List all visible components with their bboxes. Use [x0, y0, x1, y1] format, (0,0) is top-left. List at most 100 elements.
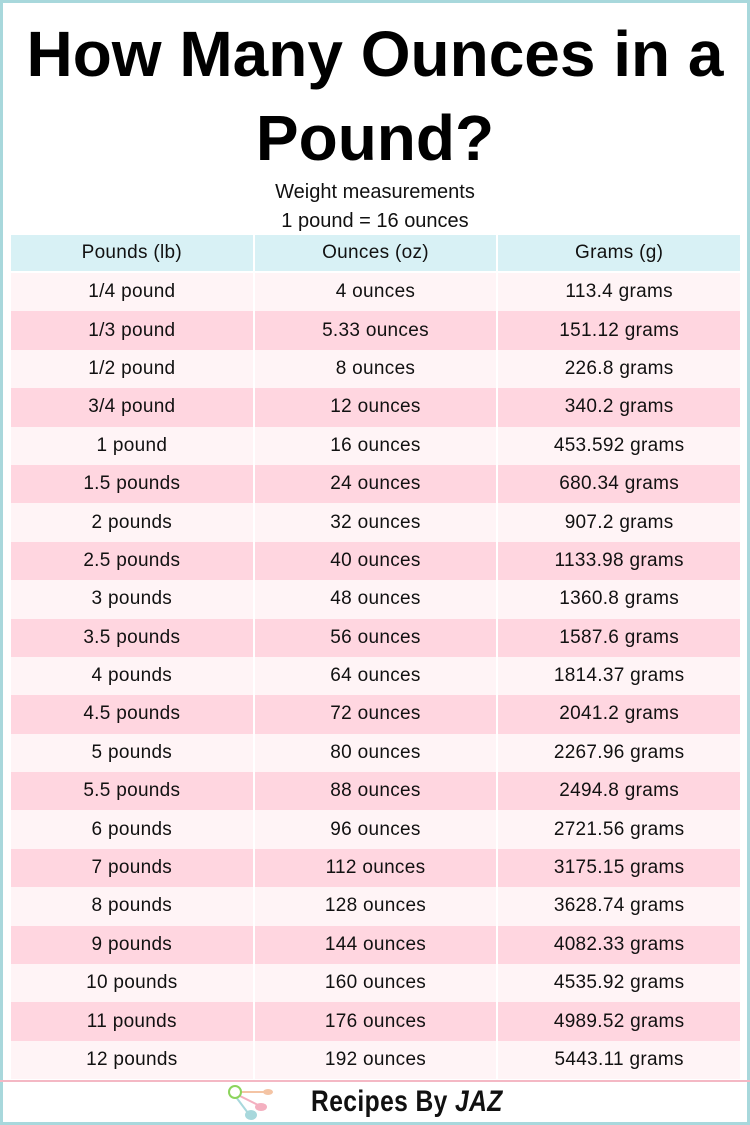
- cell-ounces: 32 ounces: [252, 503, 499, 542]
- table-row: 3 pounds 48 ounces 1360.8 grams: [9, 580, 742, 619]
- cell-grams: 1814.37 grams: [496, 656, 742, 696]
- cell-pounds: 4.5 pounds: [9, 695, 255, 734]
- cell-ounces: 4 ounces: [252, 272, 499, 312]
- cell-ounces: 80 ounces: [252, 733, 499, 773]
- cell-ounces: 12 ounces: [252, 388, 499, 427]
- cell-grams: 453.592 grams: [496, 426, 742, 465]
- table-row: 2.5 pounds 40 ounces 1133.98 grams: [9, 541, 742, 581]
- cell-pounds: 6 pounds: [9, 810, 255, 849]
- conversion-table: Pounds (lb) Ounces (oz) Grams (g) 1/4 po…: [9, 235, 742, 1080]
- cell-pounds: 12 pounds: [9, 1040, 255, 1080]
- cell-pounds: 3.5 pounds: [9, 618, 255, 657]
- cell-grams: 2721.56 grams: [496, 810, 742, 849]
- table-row: 3.5 pounds 56 ounces 1587.6 grams: [9, 618, 742, 657]
- cell-ounces: 88 ounces: [252, 772, 499, 811]
- cell-grams: 3175.15 grams: [496, 848, 742, 888]
- cell-ounces: 56 ounces: [252, 618, 499, 657]
- table-row: 12 pounds 192 ounces 5443.11 grams: [9, 1040, 742, 1080]
- cell-pounds: 1/3 pound: [9, 311, 255, 350]
- table-row: 7 pounds 112 ounces 3175.15 grams: [9, 848, 742, 888]
- brand-logo-text: Recipes By JAZ: [311, 1085, 503, 1119]
- table-row: 8 pounds 128 ounces 3628.74 grams: [9, 887, 742, 926]
- cell-pounds: 2 pounds: [9, 503, 255, 542]
- cell-pounds: 1.5 pounds: [9, 464, 255, 504]
- cell-pounds: 1/4 pound: [9, 272, 255, 312]
- cell-grams: 226.8 grams: [496, 349, 742, 389]
- cell-ounces: 48 ounces: [252, 580, 499, 619]
- cell-grams: 1360.8 grams: [496, 580, 742, 619]
- cell-ounces: 72 ounces: [252, 695, 499, 734]
- cell-grams: 680.34 grams: [496, 464, 742, 504]
- cell-ounces: 160 ounces: [252, 964, 499, 1003]
- table-row: 1/3 pound 5.33 ounces 151.12 grams: [9, 311, 742, 350]
- table-header-row: Pounds (lb) Ounces (oz) Grams (g): [9, 235, 742, 273]
- cell-ounces: 192 ounces: [252, 1040, 499, 1080]
- cell-grams: 4535.92 grams: [496, 964, 742, 1003]
- cell-pounds: 3/4 pound: [9, 388, 255, 427]
- table-row: 4 pounds 64 ounces 1814.37 grams: [9, 656, 742, 696]
- subtitle: Weight measurements 1 pound = 16 ounces: [0, 178, 750, 236]
- cell-pounds: 2.5 pounds: [9, 541, 255, 581]
- cell-ounces: 128 ounces: [252, 887, 499, 926]
- cell-ounces: 40 ounces: [252, 541, 499, 581]
- cell-grams: 151.12 grams: [496, 311, 742, 350]
- cell-ounces: 96 ounces: [252, 810, 499, 849]
- table-row: 6 pounds 96 ounces 2721.56 grams: [9, 810, 742, 849]
- cell-grams: 3628.74 grams: [496, 887, 742, 926]
- cell-ounces: 8 ounces: [252, 349, 499, 389]
- cell-pounds: 9 pounds: [9, 925, 255, 965]
- cell-pounds: 3 pounds: [9, 580, 255, 619]
- cell-pounds: 5.5 pounds: [9, 772, 255, 811]
- table-row: 5 pounds 80 ounces 2267.96 grams: [9, 733, 742, 773]
- cell-ounces: 176 ounces: [252, 1002, 499, 1041]
- table-row: 1/4 pound 4 ounces 113.4 grams: [9, 272, 742, 312]
- header-pounds: Pounds (lb): [9, 235, 255, 273]
- cell-grams: 1587.6 grams: [496, 618, 742, 657]
- page-title: How Many Ounces in a Pound?: [0, 12, 750, 180]
- table-row: 2 pounds 32 ounces 907.2 grams: [9, 503, 742, 542]
- header-grams: Grams (g): [496, 235, 742, 273]
- cell-ounces: 24 ounces: [252, 464, 499, 504]
- table-row: 4.5 pounds 72 ounces 2041.2 grams: [9, 695, 742, 734]
- footer: Recipes By JAZ: [0, 1080, 750, 1122]
- cell-grams: 113.4 grams: [496, 272, 742, 312]
- cell-ounces: 5.33 ounces: [252, 311, 499, 350]
- brand-main: Recipes By: [311, 1085, 456, 1118]
- brand-accent: JAZ: [455, 1085, 503, 1118]
- cell-pounds: 11 pounds: [9, 1002, 255, 1041]
- subtitle-line-2: 1 pound = 16 ounces: [281, 210, 469, 232]
- table-row: 5.5 pounds 88 ounces 2494.8 grams: [9, 772, 742, 811]
- cell-pounds: 8 pounds: [9, 887, 255, 926]
- table-row: 11 pounds 176 ounces 4989.52 grams: [9, 1002, 742, 1041]
- table-row: 9 pounds 144 ounces 4082.33 grams: [9, 925, 742, 965]
- title-line-1: How Many Ounces in a: [26, 18, 724, 90]
- header-ounces: Ounces (oz): [252, 235, 499, 273]
- cell-ounces: 64 ounces: [252, 656, 499, 696]
- cell-pounds: 1/2 pound: [9, 349, 255, 389]
- cell-grams: 1133.98 grams: [496, 541, 742, 581]
- table-row: 1/2 pound 8 ounces 226.8 grams: [9, 349, 742, 389]
- measuring-spoons-icon: [228, 1085, 274, 1120]
- cell-grams: 5443.11 grams: [496, 1040, 742, 1080]
- cell-grams: 2267.96 grams: [496, 733, 742, 773]
- cell-grams: 907.2 grams: [496, 503, 742, 542]
- cell-grams: 4989.52 grams: [496, 1002, 742, 1041]
- cell-ounces: 112 ounces: [252, 848, 499, 888]
- cell-ounces: 144 ounces: [252, 925, 499, 965]
- subtitle-line-1: Weight measurements: [275, 181, 475, 203]
- cell-ounces: 16 ounces: [252, 426, 499, 465]
- cell-pounds: 10 pounds: [9, 964, 255, 1003]
- cell-grams: 4082.33 grams: [496, 925, 742, 965]
- cell-pounds: 4 pounds: [9, 656, 255, 696]
- cell-pounds: 7 pounds: [9, 848, 255, 888]
- cell-pounds: 1 pound: [9, 426, 255, 465]
- table-row: 10 pounds 160 ounces 4535.92 grams: [9, 964, 742, 1003]
- cell-pounds: 5 pounds: [9, 733, 255, 773]
- cell-grams: 2494.8 grams: [496, 772, 742, 811]
- table-row: 1 pound 16 ounces 453.592 grams: [9, 426, 742, 465]
- cell-grams: 2041.2 grams: [496, 695, 742, 734]
- table-row: 3/4 pound 12 ounces 340.2 grams: [9, 388, 742, 427]
- cell-grams: 340.2 grams: [496, 388, 742, 427]
- table-row: 1.5 pounds 24 ounces 680.34 grams: [9, 464, 742, 504]
